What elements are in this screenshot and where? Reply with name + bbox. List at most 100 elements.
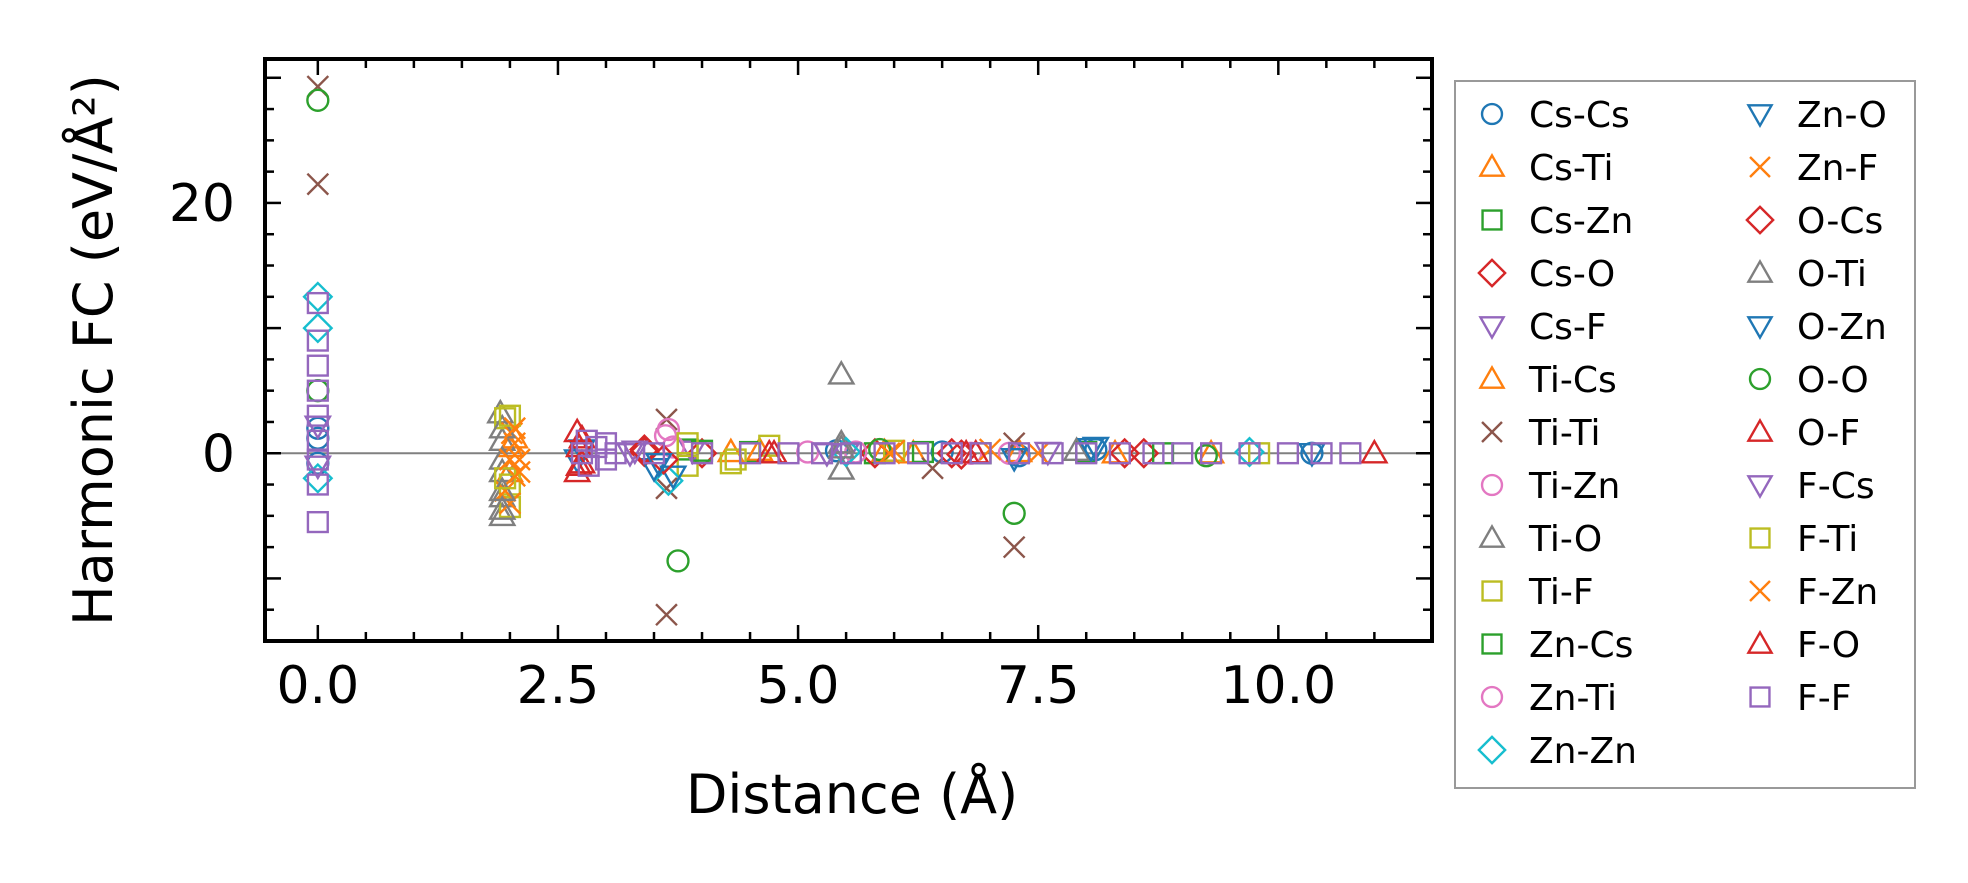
data-point-ti-ti-4 <box>655 603 678 627</box>
legend-marker-o-zn <box>1746 316 1774 340</box>
legend-marker-f-ti <box>1749 527 1771 549</box>
y-axis-label: Harmonic FC (eV/Å²) <box>61 74 125 626</box>
data-point-f-f-34 <box>1276 442 1300 465</box>
legend-label-zn-zn: Zn-Zn <box>1529 731 1637 772</box>
legend-label-ti-f: Ti-F <box>1528 572 1594 613</box>
data-point-f-ti-3 <box>724 448 747 471</box>
axes: 0.0 2.5 5.0 7.5 10.0 0 20 <box>169 57 1434 716</box>
x-tick-label: 2.5 <box>517 656 600 716</box>
data-point-f-f-19 <box>777 442 800 465</box>
legend-label-cs-ti: Cs-Ti <box>1529 148 1613 189</box>
data-point-f-f-16 <box>642 442 666 465</box>
legend-label-o-f: O-F <box>1797 413 1860 454</box>
data-point-f-f-1 <box>306 473 329 496</box>
data-point-f-f-9 <box>570 442 594 465</box>
y-tick-label: 0 <box>202 424 235 484</box>
legend-marker-cs-zn <box>1481 209 1503 231</box>
data-point-f-f-24 <box>940 442 963 465</box>
x-tick-label: 7.5 <box>997 656 1080 716</box>
data-point-f-f-8 <box>306 291 329 315</box>
plot-area <box>265 75 1432 627</box>
data-point-f-f-25 <box>969 442 992 465</box>
legend-label-zn-f: Zn-F <box>1797 148 1878 189</box>
legend-marker-o-o <box>1748 367 1772 391</box>
legend-label-cs-o: Cs-O <box>1529 254 1615 295</box>
legend-label-cs-zn: Cs-Zn <box>1529 201 1633 242</box>
legend-marker-f-o <box>1746 630 1774 654</box>
data-point-f-cs-0 <box>303 455 332 481</box>
data-point-o-ti-3 <box>488 495 517 520</box>
x-tick-label: 10.0 <box>1220 656 1336 716</box>
data-point-o-o-3 <box>868 437 892 462</box>
legend-label-f-o: F-O <box>1797 625 1860 666</box>
data-point-f-zn-4 <box>1026 441 1050 465</box>
data-point-f-f-17 <box>690 442 714 465</box>
legend-label-zn-o: Zn-O <box>1797 95 1887 136</box>
legend-marker-f-cs <box>1746 475 1774 499</box>
legend-marker-cs-cs <box>1480 102 1504 126</box>
data-point-ti-ti-3 <box>655 477 678 500</box>
data-point-f-f-21 <box>839 442 863 465</box>
legend-marker-zn-cs <box>1481 633 1503 655</box>
data-point-f-zn-3 <box>878 441 901 465</box>
data-point-f-zn-1 <box>503 416 527 440</box>
legend: Cs-Cs Cs-Ti Cs-Zn Cs-O Cs-F Ti-Cs Ti-Ti Ti-Zn Ti… <box>1454 80 1916 789</box>
data-point-f-f-29 <box>1108 442 1131 465</box>
data-point-o-zn-1 <box>644 452 673 478</box>
data-point-f-f-26 <box>1007 442 1031 465</box>
legend-marker-o-cs <box>1745 205 1775 235</box>
legend-label-f-cs: F-Cs <box>1797 466 1875 507</box>
data-point-ti-o-7 <box>827 455 856 480</box>
data-point-f-f-33 <box>1238 442 1261 465</box>
x-axis-label: Distance (Å) <box>686 762 1018 826</box>
data-point-f-f-28 <box>1075 442 1098 465</box>
legend-marker-o-ti <box>1746 259 1774 283</box>
data-point-f-f-32 <box>1199 442 1223 465</box>
data-point-f-f-35 <box>1310 442 1333 465</box>
data-point-f-f-18 <box>738 442 762 465</box>
legend-marker-zn-f <box>1749 156 1771 178</box>
data-point-ti-ti-7 <box>1002 535 1026 559</box>
data-point-ti-o-5 <box>827 359 856 385</box>
legend-marker-ti-f <box>1481 580 1503 602</box>
legend-marker-f-f <box>1749 686 1771 708</box>
data-point-zn-o-4 <box>1081 436 1110 462</box>
data-point-o-o-1 <box>306 379 330 403</box>
legend-label-zn-cs: Zn-Cs <box>1529 625 1633 666</box>
data-point-f-f-0 <box>306 510 329 534</box>
data-point-f-f-27 <box>1041 442 1064 465</box>
data-point-f-zn-2 <box>508 460 531 484</box>
legend-marker-cs-f <box>1478 316 1506 340</box>
data-point-f-o-2 <box>759 438 789 464</box>
legend-label-cs-cs: Cs-Cs <box>1529 95 1630 136</box>
plot-frame <box>263 57 1434 643</box>
legend-label-f-ti: F-Ti <box>1797 519 1858 560</box>
data-point-f-cs-1 <box>303 415 332 441</box>
data-point-f-f-6 <box>306 354 329 377</box>
legend-label-ti-ti: Ti-Ti <box>1528 413 1600 454</box>
data-point-f-f-30 <box>1142 442 1165 465</box>
legend-label-ti-cs: Ti-Cs <box>1528 360 1617 401</box>
data-point-f-f-7 <box>306 329 329 352</box>
x-tick-label: 5.0 <box>757 656 840 716</box>
data-point-f-f-36 <box>1339 442 1362 465</box>
data-point-o-f-6 <box>1360 438 1389 464</box>
legend-marker-ti-cs <box>1478 365 1506 389</box>
legend-label-o-ti: O-Ti <box>1797 254 1867 295</box>
legend-label-ti-o: Ti-O <box>1528 519 1602 560</box>
legend-marker-ti-zn <box>1480 473 1504 497</box>
data-point-f-f-20 <box>810 442 834 465</box>
legend-marker-zn-o <box>1746 104 1774 128</box>
legend-label-o-zn: O-Zn <box>1797 307 1887 348</box>
data-point-ti-o-4 <box>488 501 517 527</box>
legend-label-o-cs: O-Cs <box>1797 201 1883 242</box>
data-point-ti-ti-1 <box>306 172 330 196</box>
legend-marker-cs-ti <box>1478 153 1506 177</box>
legend-label-f-f: F-F <box>1797 678 1851 719</box>
legend-marker-ti-ti <box>1481 421 1503 443</box>
data-point-o-cs-3 <box>1109 437 1141 469</box>
data-point-f-f-15 <box>604 442 627 465</box>
legend-label-f-zn: F-Zn <box>1797 572 1878 613</box>
data-point-zn-cs-1 <box>911 440 935 464</box>
data-point-o-o-5 <box>1194 444 1218 468</box>
